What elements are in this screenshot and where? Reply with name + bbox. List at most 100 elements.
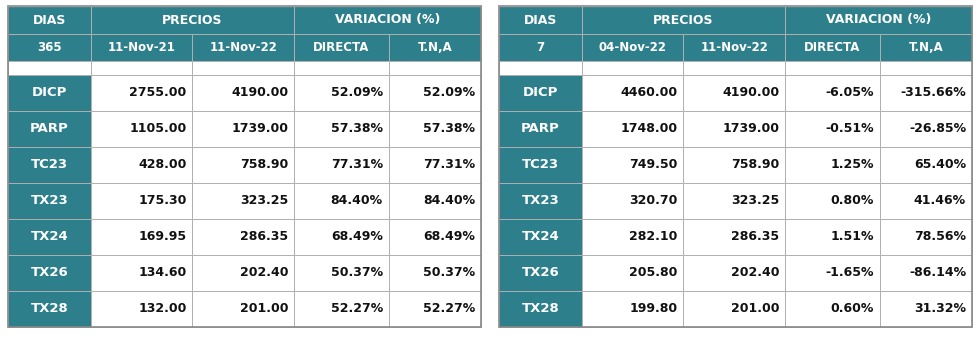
Bar	[785, 111, 880, 147]
Bar	[91, 183, 192, 219]
Bar	[294, 147, 389, 183]
Text: PRECIOS: PRECIOS	[163, 13, 222, 27]
Text: PARP: PARP	[30, 123, 69, 135]
Text: 1739.00: 1739.00	[231, 123, 288, 135]
Text: 1748.00: 1748.00	[620, 123, 677, 135]
Bar	[499, 6, 582, 34]
Bar	[499, 255, 582, 291]
Text: -1.65%: -1.65%	[825, 266, 874, 280]
Bar	[880, 111, 972, 147]
Text: T.N,A: T.N,A	[417, 41, 452, 54]
Text: 77.31%: 77.31%	[423, 158, 475, 171]
Text: 68.49%: 68.49%	[423, 230, 475, 244]
Text: 04-Nov-22: 04-Nov-22	[599, 41, 666, 54]
Bar	[389, 34, 481, 61]
Text: 202.40: 202.40	[731, 266, 779, 280]
Text: 57.38%: 57.38%	[331, 123, 383, 135]
Text: DIAS: DIAS	[523, 13, 557, 27]
Text: TX26: TX26	[30, 266, 69, 280]
Text: 50.37%: 50.37%	[330, 266, 383, 280]
Bar	[8, 147, 91, 183]
Bar	[294, 219, 389, 255]
Bar	[499, 34, 582, 61]
Text: TX28: TX28	[521, 302, 560, 316]
Text: 2755.00: 2755.00	[129, 87, 186, 99]
Text: PARP: PARP	[521, 123, 560, 135]
Bar	[91, 111, 192, 147]
Text: DIAS: DIAS	[32, 13, 66, 27]
Bar	[8, 61, 91, 75]
Bar	[785, 255, 880, 291]
Text: 65.40%: 65.40%	[914, 158, 966, 171]
Text: T.N,A: T.N,A	[908, 41, 944, 54]
Text: -26.85%: -26.85%	[908, 123, 966, 135]
Bar	[8, 219, 91, 255]
Text: DICP: DICP	[522, 87, 558, 99]
Bar	[582, 61, 683, 75]
Text: -0.51%: -0.51%	[825, 123, 874, 135]
Bar	[389, 147, 481, 183]
Bar	[785, 75, 880, 111]
Bar	[880, 147, 972, 183]
Bar	[683, 34, 785, 61]
Text: -86.14%: -86.14%	[908, 266, 966, 280]
Text: PRECIOS: PRECIOS	[654, 13, 713, 27]
Bar	[880, 61, 972, 75]
Bar	[683, 111, 785, 147]
Bar	[785, 6, 972, 34]
Bar	[499, 111, 582, 147]
Bar	[8, 75, 91, 111]
Bar	[91, 34, 192, 61]
Bar	[683, 61, 785, 75]
Text: 77.31%: 77.31%	[330, 158, 383, 171]
Bar	[192, 219, 294, 255]
Text: 1.51%: 1.51%	[830, 230, 874, 244]
Bar	[91, 75, 192, 111]
Text: 0.60%: 0.60%	[830, 302, 874, 316]
Text: 201.00: 201.00	[240, 302, 288, 316]
Text: TX24: TX24	[30, 230, 69, 244]
Bar	[192, 75, 294, 111]
Bar	[389, 75, 481, 111]
Bar	[683, 147, 785, 183]
Bar	[785, 34, 880, 61]
Text: 758.90: 758.90	[240, 158, 288, 171]
Bar	[499, 291, 582, 327]
Text: 84.40%: 84.40%	[330, 194, 383, 207]
Bar	[294, 255, 389, 291]
Bar	[294, 183, 389, 219]
Bar	[785, 219, 880, 255]
Bar	[192, 34, 294, 61]
Bar	[192, 255, 294, 291]
Text: 365: 365	[37, 41, 62, 54]
Text: 50.37%: 50.37%	[423, 266, 475, 280]
Text: 11-Nov-22: 11-Nov-22	[210, 41, 277, 54]
Text: 78.56%: 78.56%	[914, 230, 966, 244]
Text: 0.80%: 0.80%	[830, 194, 874, 207]
Text: 320.70: 320.70	[629, 194, 677, 207]
Text: 7: 7	[536, 41, 545, 54]
Bar	[499, 61, 582, 75]
Bar	[389, 183, 481, 219]
Bar	[880, 291, 972, 327]
Bar	[683, 75, 785, 111]
Text: 1739.00: 1739.00	[722, 123, 779, 135]
Text: 201.00: 201.00	[731, 302, 779, 316]
Bar	[8, 111, 91, 147]
Text: 169.95: 169.95	[138, 230, 186, 244]
Bar	[91, 147, 192, 183]
Text: 52.09%: 52.09%	[330, 87, 383, 99]
Text: 52.27%: 52.27%	[330, 302, 383, 316]
Text: VARIACION (%): VARIACION (%)	[826, 13, 931, 27]
Bar	[8, 255, 91, 291]
Bar	[8, 6, 481, 327]
Text: 428.00: 428.00	[138, 158, 186, 171]
Text: 84.40%: 84.40%	[423, 194, 475, 207]
Text: 41.46%: 41.46%	[914, 194, 966, 207]
Bar	[683, 183, 785, 219]
Text: 68.49%: 68.49%	[331, 230, 383, 244]
Text: 4190.00: 4190.00	[231, 87, 288, 99]
Text: TX24: TX24	[521, 230, 560, 244]
Bar	[499, 75, 582, 111]
Bar	[91, 291, 192, 327]
